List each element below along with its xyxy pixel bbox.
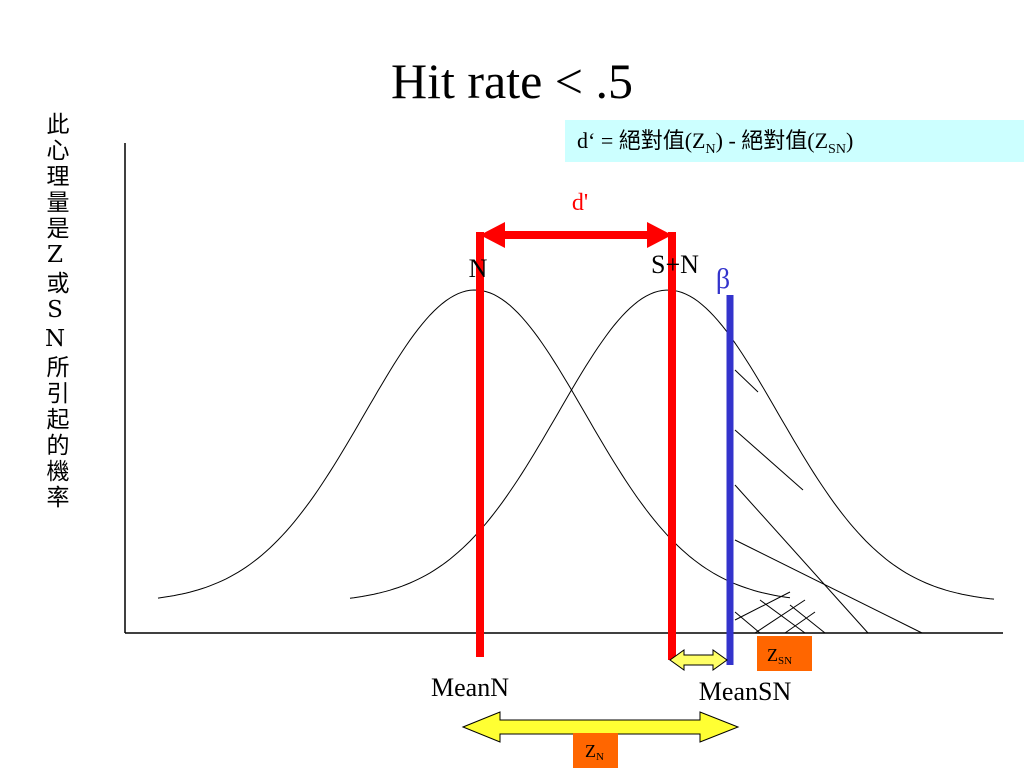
title: Hit rate < .5 — [391, 53, 633, 109]
arrow-head — [480, 222, 505, 248]
z-sn-box — [757, 636, 812, 671]
arrow-head — [647, 222, 672, 248]
mean-n-label: MeanN — [431, 673, 509, 702]
mean-sn-label: MeanSN — [699, 677, 792, 706]
z-n-box — [573, 733, 618, 768]
formula-box — [565, 120, 1024, 162]
z-sub: SN — [778, 655, 792, 667]
z-n-label: ZN — [585, 741, 604, 763]
z-sub: N — [596, 751, 604, 763]
formula-part: ) - 絕對值(Z — [716, 128, 828, 153]
formula: d‘ = 絕對值(ZN) - 絕對值(ZSN) — [577, 128, 853, 157]
z-sn-arrow — [669, 649, 728, 671]
hatching — [734, 369, 923, 634]
formula-part: d‘ = 絕對值(Z — [577, 128, 706, 153]
y-axis-label: 此心理量是Z或SN所引起的機率 — [42, 112, 68, 511]
noise-curve — [157, 289, 791, 599]
z-main: Z — [767, 645, 778, 665]
d-prime-label: d' — [572, 190, 588, 216]
sn-label: S+N — [651, 250, 699, 279]
formula-sub: SN — [828, 142, 846, 157]
formula-part: ) — [846, 128, 853, 153]
beta-label: β — [716, 264, 730, 295]
n-label: N — [469, 254, 488, 283]
z-main: Z — [585, 741, 596, 761]
formula-sub: N — [706, 142, 716, 157]
z-sn-label: ZSN — [767, 645, 792, 667]
z-n-arrow — [461, 711, 740, 743]
